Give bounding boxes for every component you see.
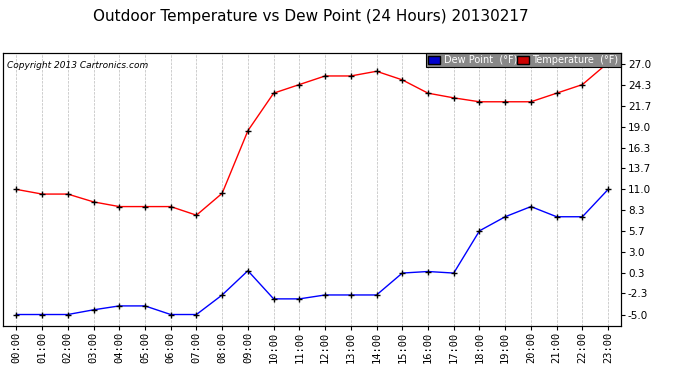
Text: Copyright 2013 Cartronics.com: Copyright 2013 Cartronics.com xyxy=(6,61,148,70)
Text: Outdoor Temperature vs Dew Point (24 Hours) 20130217: Outdoor Temperature vs Dew Point (24 Hou… xyxy=(92,9,529,24)
Legend: Dew Point  (°F), Temperature  (°F): Dew Point (°F), Temperature (°F) xyxy=(426,53,621,68)
